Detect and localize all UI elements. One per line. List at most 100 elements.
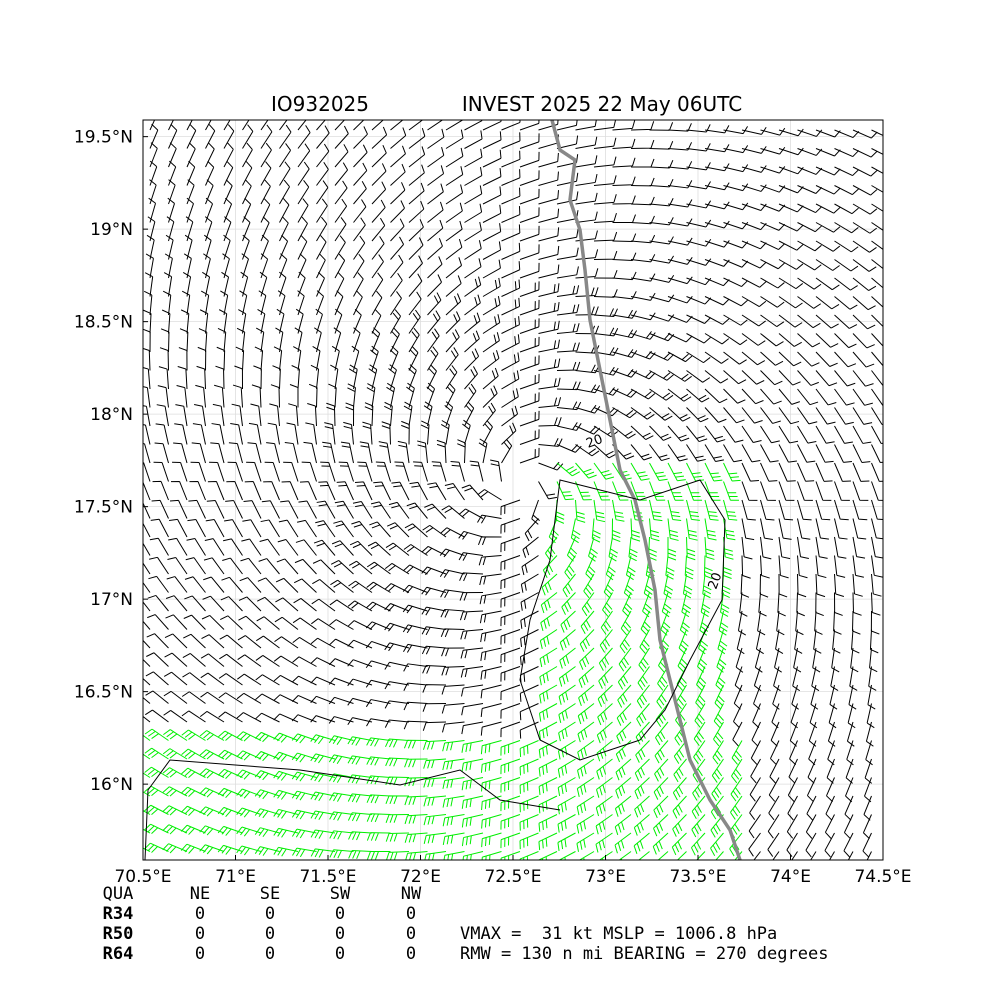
wind-barb	[254, 731, 280, 743]
wind-barb	[291, 771, 317, 782]
wind-barb	[760, 351, 784, 366]
wind-barb	[693, 721, 706, 746]
wind-barb	[704, 296, 730, 306]
wind-barb	[202, 595, 225, 612]
wind-barb	[615, 740, 632, 763]
wind-barb	[310, 829, 336, 839]
wind-barb	[329, 792, 354, 802]
table-cell: 0	[265, 944, 275, 964]
wind-barb	[686, 200, 712, 209]
wind-barb	[292, 656, 317, 667]
wind-barb	[147, 614, 169, 630]
wind-barb	[236, 788, 262, 799]
wind-barb	[149, 179, 157, 205]
wind-barb	[871, 370, 883, 387]
wind-barb	[297, 234, 308, 260]
wind-barb	[334, 162, 349, 186]
wind-barb	[424, 851, 447, 860]
wind-barb	[183, 614, 206, 630]
wind-barb	[767, 814, 780, 839]
wind-barb	[251, 384, 262, 408]
wind-barb	[797, 129, 823, 137]
wind-barb	[501, 279, 521, 297]
wind-barb	[279, 234, 289, 260]
wind-barb	[871, 222, 883, 231]
wind-barb	[852, 462, 870, 482]
wind-barb	[403, 401, 413, 427]
wind-barb	[238, 309, 247, 334]
wind-barb	[649, 122, 674, 131]
wind-barb	[310, 810, 336, 821]
wind-barb	[169, 499, 188, 519]
wind-barb	[297, 120, 307, 131]
wind-barb	[704, 314, 730, 325]
wind-barb	[852, 425, 872, 444]
wind-barb	[364, 402, 374, 427]
wind-barb	[196, 365, 206, 390]
wind-barb	[168, 142, 177, 168]
wind-barb	[649, 407, 673, 421]
wind-barb	[723, 407, 745, 424]
contour-label: 20	[706, 571, 726, 592]
wind-barb	[200, 290, 210, 316]
wind-barb	[146, 652, 169, 667]
wind-barb	[280, 500, 299, 519]
wind-barb	[649, 314, 675, 322]
wind-barb	[630, 370, 656, 380]
x-tick-label: 73°E	[585, 867, 626, 887]
wind-barb	[649, 444, 670, 462]
wind-barb	[154, 442, 169, 464]
wind-barb	[214, 384, 225, 408]
wind-barb	[834, 555, 846, 578]
wind-barb	[353, 327, 361, 353]
wind-barb	[500, 610, 521, 627]
wind-barb	[704, 370, 729, 384]
wind-barb	[482, 259, 501, 279]
wind-barb	[349, 540, 373, 556]
wind-barb	[404, 777, 428, 787]
wind-barb	[575, 120, 597, 131]
wind-barb	[630, 481, 647, 501]
wind-barb	[667, 199, 693, 208]
wind-barb	[459, 592, 484, 601]
wind-barb	[143, 309, 152, 334]
wind-barb	[733, 703, 743, 729]
wind-barb	[778, 351, 802, 367]
wind-barb	[700, 592, 711, 618]
wind-barb	[242, 124, 254, 149]
wind-barb	[180, 805, 206, 816]
wind-barb	[371, 199, 386, 223]
wind-barb	[558, 851, 576, 860]
wind-barb	[273, 346, 283, 371]
wind-barb	[391, 481, 410, 501]
wind-barb	[519, 133, 540, 149]
wind-barb	[500, 814, 521, 830]
wind-barb	[205, 160, 215, 186]
wind-barb	[815, 166, 841, 176]
wind-barb	[702, 573, 712, 599]
wind-barb	[240, 557, 262, 575]
wind-barb	[760, 518, 773, 540]
wind-barb	[834, 148, 860, 158]
wind-barb	[157, 385, 169, 408]
wind-barb	[538, 740, 558, 759]
wind-barb	[334, 144, 349, 168]
wind-barb	[598, 666, 613, 689]
wind-barb	[778, 407, 800, 425]
wind-barb	[741, 184, 767, 192]
wind-barb	[442, 758, 465, 771]
wind-barb	[273, 694, 299, 704]
wind-barb	[760, 407, 781, 424]
wind-barb	[630, 462, 650, 481]
wind-barb	[760, 481, 776, 501]
wind-barb	[578, 666, 595, 688]
wind-barb	[786, 832, 798, 858]
wind-barb	[316, 500, 336, 519]
wind-barb	[353, 199, 367, 223]
wind-barb	[667, 462, 686, 482]
wind-barb	[676, 851, 687, 860]
wind-barb	[198, 328, 208, 353]
wind-barb	[815, 425, 835, 444]
wind-barb	[353, 217, 366, 242]
wind-barb	[445, 257, 463, 279]
